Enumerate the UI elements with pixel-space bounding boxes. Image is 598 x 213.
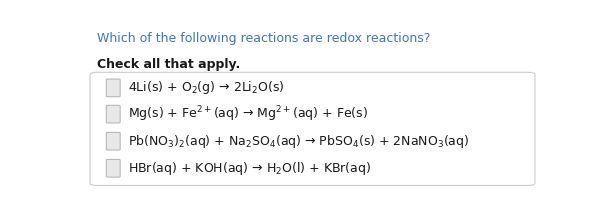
- FancyBboxPatch shape: [106, 132, 120, 150]
- FancyBboxPatch shape: [90, 72, 535, 186]
- Text: Mg(s) + Fe$^{2+}$(aq) → Mg$^{2+}$(aq) + Fe(s): Mg(s) + Fe$^{2+}$(aq) → Mg$^{2+}$(aq) + …: [128, 104, 368, 124]
- FancyBboxPatch shape: [106, 105, 120, 123]
- Text: Check all that apply.: Check all that apply.: [97, 58, 240, 71]
- Text: HBr(aq) + KOH(aq) → H$_2$O(l) + KBr(aq): HBr(aq) + KOH(aq) → H$_2$O(l) + KBr(aq): [128, 160, 371, 177]
- Text: Which of the following reactions are redox reactions?: Which of the following reactions are red…: [97, 32, 431, 45]
- FancyBboxPatch shape: [106, 159, 120, 177]
- FancyBboxPatch shape: [106, 79, 120, 97]
- Text: Pb(NO$_3$)$_2$(aq) + Na$_2$SO$_4$(aq) → PbSO$_4$(s) + 2NaNO$_3$(aq): Pb(NO$_3$)$_2$(aq) + Na$_2$SO$_4$(aq) → …: [128, 133, 469, 150]
- Text: 4Li(s) + O$_2$(g) → 2Li$_2$O(s): 4Li(s) + O$_2$(g) → 2Li$_2$O(s): [128, 79, 285, 96]
